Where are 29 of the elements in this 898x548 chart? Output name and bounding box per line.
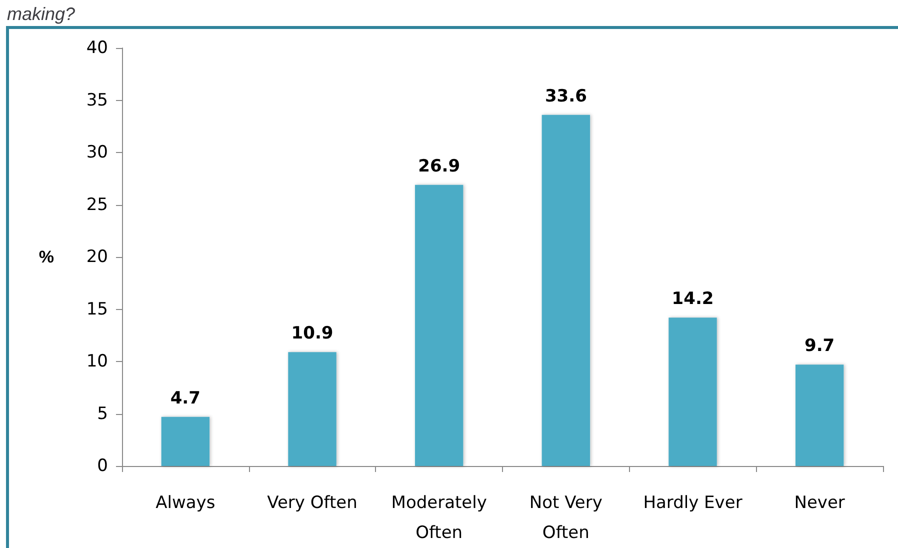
x-tick-label: Never [794,493,845,513]
x-tick-label: Always [156,493,216,513]
bar [161,416,210,466]
bar [542,114,590,466]
x-tick-label: Hardly Ever [643,493,742,513]
y-tick-label: 25 [86,194,108,215]
y-tick-label: 5 [97,404,108,424]
data-label: 9.7 [804,336,835,356]
y-tick-label: 35 [86,90,108,110]
data-label: 14.2 [672,289,714,310]
data-label: 26.9 [418,156,460,176]
y-tick-label: 15 [86,299,108,320]
y-tick-label: 20 [86,247,108,267]
x-tick-label: Not Very Often [529,493,602,543]
y-tick-label: 30 [86,142,108,162]
bar [414,184,464,466]
data-label: 33.6 [544,86,587,106]
bar [668,318,717,466]
data-label: 10.9 [291,324,334,344]
bar [795,364,844,466]
x-tick-label: Moderately Often [391,493,487,543]
data-label: 4.7 [170,388,200,408]
x-tick-label: Very Often [267,493,358,513]
y-tick-label: 0 [97,456,108,476]
y-axis-title: % [38,248,54,266]
y-tick-label: 40 [86,38,108,58]
y-tick-label: 10 [86,352,108,372]
bar [288,352,336,466]
chart-title: making? [7,4,76,24]
